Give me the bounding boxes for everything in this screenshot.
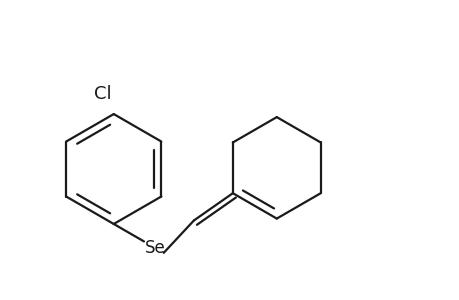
Text: Se: Se: [144, 239, 165, 257]
Text: Cl: Cl: [94, 85, 112, 103]
